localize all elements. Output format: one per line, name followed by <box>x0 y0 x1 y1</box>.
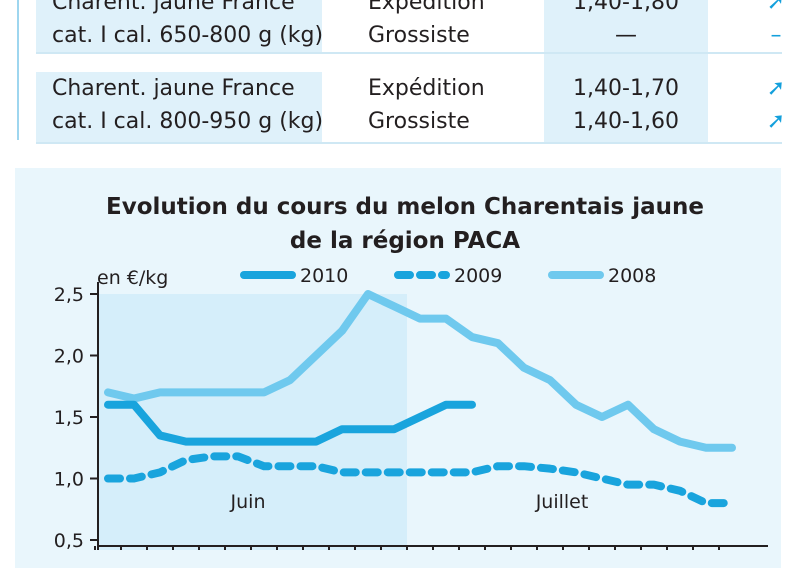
price-cell <box>544 72 708 142</box>
rising-arrow-icon: ➚ <box>766 76 786 101</box>
legend-label-2010: 2010 <box>300 265 348 287</box>
y-tick-label: 0,5 <box>54 530 84 550</box>
price-column-band <box>544 52 708 72</box>
series-line-2010 <box>104 400 476 446</box>
product-cell <box>36 72 322 142</box>
chart-title-line-2: de la région PACA <box>290 228 520 254</box>
stable-dash-icon: – <box>770 23 782 48</box>
series-line-2009 <box>104 452 736 508</box>
period-label-july: Juillet <box>535 491 589 513</box>
price-value: 1,40-1,70 <box>573 76 679 101</box>
chart-title-line-1: Evolution du cours du melon Charentais j… <box>106 194 704 220</box>
price-table: Charent. jaune France cat. I cal. 650-80… <box>0 0 800 150</box>
y-tick-label: 1,5 <box>54 407 84 429</box>
price-value: 1,40-1,80 <box>573 0 679 15</box>
stage-cell <box>322 0 580 52</box>
product-name: Charent. jaune France <box>52 76 295 101</box>
rising-arrow-icon: ➚ <box>766 109 786 134</box>
stage-label: Expédition <box>368 76 485 101</box>
price-value: 1,40-1,60 <box>573 109 679 134</box>
price-cell <box>544 0 708 52</box>
series-line-2008 <box>104 290 736 452</box>
y-tick-label: 2,5 <box>54 284 84 306</box>
table-row: Charent. jaune France cat. I cal. 650-80… <box>36 0 785 52</box>
stage-label: Grossiste <box>368 23 470 48</box>
period-label-june: Juin <box>230 491 266 513</box>
y-tick-label: 1,0 <box>54 469 84 491</box>
legend-label-2008: 2008 <box>608 265 656 287</box>
table-left-rule <box>17 0 19 140</box>
product-grade: cat. I cal. 650-800 g (kg) <box>52 23 324 48</box>
legend-label-2009: 2009 <box>454 265 502 287</box>
row-divider <box>36 142 782 144</box>
row-divider <box>36 52 782 54</box>
plot-area: 2,5 2,0 1,5 1,0 0,5 Juin Juillet 2010 2009 2008 <box>54 265 768 550</box>
stage-cell <box>322 72 580 142</box>
price-value: — <box>615 23 637 48</box>
stage-label: Expédition <box>368 0 485 15</box>
stage-label: Grossiste <box>368 109 470 134</box>
price-evolution-chart: Evolution du cours du melon Charentais j… <box>54 194 768 550</box>
rising-arrow-icon: ➚ <box>766 0 786 15</box>
y-axis-unit-label: en €/kg <box>97 267 168 289</box>
table-row: Charent. jaune France cat. I cal. 800-95… <box>36 72 785 142</box>
y-tick-label: 2,0 <box>54 346 84 368</box>
product-grade: cat. I cal. 800-950 g (kg) <box>52 109 324 134</box>
product-cell <box>36 0 322 52</box>
product-name: Charent. jaune France <box>52 0 295 15</box>
trend-cell <box>708 72 782 142</box>
trend-cell <box>708 0 782 52</box>
